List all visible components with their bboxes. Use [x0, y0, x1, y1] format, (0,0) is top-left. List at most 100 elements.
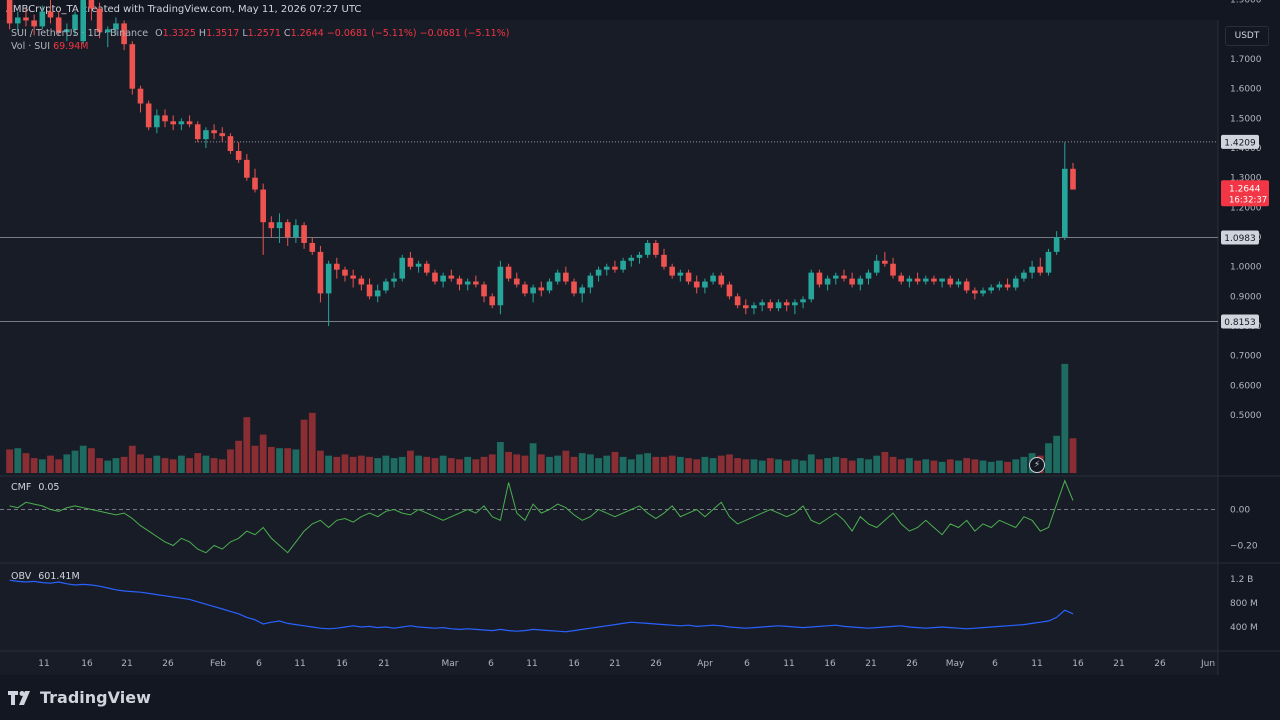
time-tick-label: 11 — [1031, 659, 1042, 669]
volume-bar — [906, 458, 913, 473]
time-tick-label: 16 — [81, 659, 93, 669]
volume-bar — [578, 453, 586, 473]
time-tick-label: Feb — [210, 659, 226, 669]
candle-body — [743, 305, 749, 309]
candle-body — [186, 121, 193, 125]
volume-bar — [341, 454, 349, 473]
volume-bar — [169, 459, 177, 473]
candle-body — [865, 272, 872, 279]
chart-area[interactable] — [0, 20, 1280, 675]
volume-bar — [137, 454, 144, 473]
volume-bar — [292, 449, 300, 473]
volume-bar — [218, 459, 226, 473]
volume-label: Vol · SUI — [11, 41, 51, 52]
tradingview-logo[interactable]: TradingView — [8, 688, 151, 707]
low-label: L — [242, 28, 248, 39]
volume-bar — [128, 445, 136, 473]
volume-bar — [284, 448, 292, 473]
candle-body — [399, 257, 406, 279]
candle-body — [702, 281, 708, 288]
volume-bar — [562, 450, 570, 473]
candle-body — [890, 263, 896, 276]
horizontal-levels — [0, 141, 1218, 323]
candle-body — [759, 302, 765, 306]
time-tick-label: Jun — [1200, 659, 1215, 669]
time-tick-label: 26 — [906, 659, 918, 669]
currency-button[interactable]: USDT — [1225, 26, 1269, 46]
volume-bar — [308, 412, 316, 473]
candle-body — [775, 302, 782, 309]
price-tick-label: 1.5000 — [1230, 114, 1262, 124]
candle-body — [669, 266, 675, 276]
candle-body — [80, 0, 87, 42]
volume-bar — [938, 461, 946, 473]
time-tick-label: 6 — [744, 659, 750, 669]
volume-bar — [979, 460, 987, 473]
candle-body — [792, 302, 798, 306]
last-price-text: 1.2644 — [1229, 184, 1261, 194]
time-tick-label: 21 — [378, 659, 389, 669]
candle-body — [849, 278, 855, 285]
candle-body — [955, 281, 962, 285]
volume-bar — [1053, 435, 1061, 473]
candle-body — [980, 290, 986, 294]
volume-bar — [6, 449, 13, 473]
candle-body — [244, 159, 250, 178]
candle-body — [939, 278, 945, 282]
obv-pane — [9, 579, 1074, 633]
time-tick-label: 21 — [865, 659, 876, 669]
price-label-text: 1.0983 — [1224, 234, 1256, 244]
candle-body — [677, 272, 684, 276]
volume-bar — [1045, 443, 1052, 473]
price-label-box — [1221, 134, 1259, 149]
price-label-box — [1221, 230, 1259, 245]
cmf-pane — [0, 479, 1218, 554]
volume-bar — [717, 455, 725, 473]
candle-body — [1062, 168, 1068, 238]
cmf-value: 0.05 — [38, 482, 60, 493]
volume-bar — [317, 450, 324, 473]
candle-body — [64, 29, 70, 33]
lightning-icon[interactable]: ⚡ — [1029, 457, 1045, 473]
candle-body — [726, 284, 733, 297]
candle-body — [456, 278, 463, 285]
time-tick-label: 26 — [162, 659, 174, 669]
price-tick-label: 0.9000 — [1230, 292, 1262, 302]
candle-body — [636, 254, 643, 258]
price-label-text: 0.8153 — [1224, 318, 1256, 328]
cmf-tick-label: −0.20 — [1230, 542, 1258, 552]
volume-bar — [79, 445, 87, 473]
volume-bar — [513, 454, 521, 473]
volume-bar — [1069, 438, 1077, 473]
candle-body — [931, 278, 937, 282]
volume-bar — [447, 458, 455, 473]
candle-body — [178, 121, 185, 125]
volume-bar — [824, 458, 831, 473]
price-label-box — [1221, 314, 1259, 329]
volume-bar — [701, 456, 709, 473]
volume-bar — [1012, 459, 1020, 473]
candle-body — [366, 284, 373, 297]
volume-bar — [742, 459, 750, 473]
volume-bar — [619, 456, 627, 473]
brand-name: TradingView — [40, 688, 151, 707]
volume-bar — [38, 459, 46, 473]
tradingview-logo-icon — [8, 690, 30, 705]
candle-body — [571, 281, 577, 294]
candle-body — [407, 257, 414, 267]
candle-body — [767, 302, 774, 309]
price-tick-label: 0.6000 — [1230, 381, 1262, 391]
volume-bar — [848, 460, 856, 473]
time-tick-label: 16 — [824, 659, 836, 669]
candle-body — [841, 275, 847, 279]
volume-bar — [995, 460, 1003, 473]
time-tick-label: 6 — [992, 659, 998, 669]
candle-body — [358, 278, 365, 285]
open-value: 1.3325 — [162, 28, 196, 39]
candle-body — [857, 278, 864, 285]
candle-body — [383, 281, 389, 291]
candle-body — [334, 263, 340, 270]
price-chart[interactable]: 1.90001.80001.70001.60001.50001.40001.30… — [0, 0, 1280, 675]
volume-bar — [595, 458, 602, 473]
volume-bar — [55, 459, 63, 473]
